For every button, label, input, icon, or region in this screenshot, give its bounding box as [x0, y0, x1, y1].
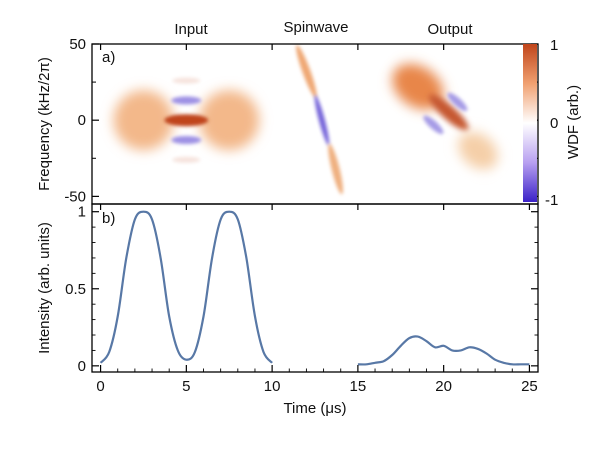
- time-tick-label: 25: [521, 378, 538, 395]
- frequency-tick-label: 50: [69, 36, 86, 53]
- colorbar-tick-label: 0: [550, 115, 558, 132]
- frequency-axis-label: Frequency (kHz/2π): [36, 57, 53, 191]
- wdf-spinwave-center: [314, 95, 330, 146]
- colorbar-tick-label: -1: [545, 192, 558, 209]
- section-title-spinwave: Spinwave: [283, 19, 348, 36]
- time-tick-label: 10: [264, 378, 281, 395]
- time-tick-label: 5: [182, 378, 190, 395]
- intensity-tick-label: 1: [78, 204, 86, 221]
- time-tick-label: 0: [96, 378, 104, 395]
- section-title-output: Output: [427, 21, 473, 38]
- wdf-output-center: [428, 94, 469, 131]
- wdf-input-interference-lower2: [172, 156, 201, 163]
- time-tick-label: 15: [350, 378, 367, 395]
- intensity-series-input: [99, 210, 273, 364]
- wdf-output-negative-lower: [423, 115, 444, 134]
- colorbar-label: WDF (arb.): [565, 85, 582, 159]
- wdf-spinwave-lower-lobe: [328, 143, 343, 195]
- wdf-input-interference-upper2: [172, 77, 201, 84]
- time-tick-label: 20: [435, 378, 452, 395]
- intensity-series-output: [357, 335, 530, 366]
- intensity-tick-label: 0.5: [65, 281, 86, 298]
- panel-b-label: b): [102, 210, 115, 227]
- wdf-output-negative-upper: [447, 92, 468, 112]
- section-title-input: Input: [174, 21, 208, 38]
- wdf-input-interference-lower: [171, 136, 202, 144]
- intensity-tick-label: 0: [78, 358, 86, 375]
- frequency-tick-label: -50: [64, 188, 86, 205]
- panel-a-label: a): [102, 49, 115, 66]
- colorbar-tick-label: 1: [550, 37, 558, 54]
- frequency-tick-label: 0: [78, 112, 86, 129]
- panel-b-frame: [91, 203, 539, 373]
- wdf-input-gaussian-right: [199, 90, 260, 151]
- wdf-input-interference-upper: [171, 96, 202, 105]
- wdf-heatmap: [92, 44, 538, 204]
- colorbar-gradient: [523, 44, 537, 202]
- panel-b-ticks: 0 5 10 15 20 25 1 0.5 0: [65, 204, 538, 395]
- wdf-input-interference-center: [164, 114, 209, 127]
- intensity-axis-label: Intensity (arb. units): [36, 222, 53, 354]
- wdf-input-gaussian-left: [113, 90, 174, 151]
- colorbar: 1 0 -1 WDF (arb.): [523, 37, 582, 209]
- heatmap-panel: 50 0 -50 a) Frequency (kHz/2π): [36, 36, 539, 205]
- time-axis-label: Time (μs): [283, 400, 346, 417]
- intensity-lines: [99, 210, 530, 366]
- wdf-spinwave-upper-lobe: [296, 45, 317, 98]
- intensity-panel: 0 5 10 15 20 25 1 0.5 0 b) Intensity (arb. units…: [36, 203, 539, 417]
- wdf-output-lower-lobe: [458, 131, 498, 170]
